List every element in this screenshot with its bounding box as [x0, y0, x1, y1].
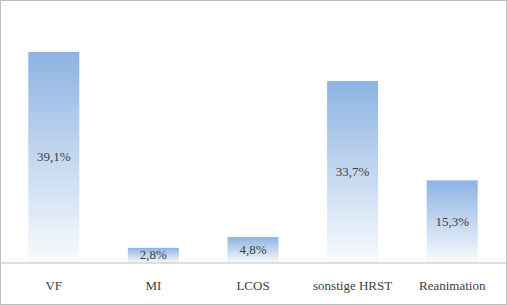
bar: [327, 81, 378, 263]
chart-svg: 39,1% VF 2,8% MI 4,8% LCOS 33,7% sonstige HRST 1…: [0, 0, 507, 305]
bar: [128, 248, 179, 263]
data-label: 2,8%: [140, 247, 167, 262]
chart-container: 39,1% VF 2,8% MI 4,8% LCOS 33,7% sonstige HRST 1…: [0, 0, 507, 305]
data-label: 39,1%: [37, 149, 71, 164]
category-label: MI: [145, 278, 161, 293]
category-label: VF: [45, 278, 62, 293]
bar: [28, 52, 79, 263]
category-label: Reanimation: [419, 278, 486, 293]
data-label: 33,7%: [336, 164, 370, 179]
category-label: LCOS: [236, 278, 269, 293]
baseline: [0, 263, 507, 264]
data-label: 15,3%: [435, 214, 469, 229]
bars: [28, 52, 477, 263]
bar: [427, 180, 478, 263]
chart-frame: [1, 1, 507, 305]
labels: 39,1% VF 2,8% MI 4,8% LCOS 33,7% sonstige HRST 1…: [37, 149, 486, 293]
category-label: sonstige HRST: [313, 278, 392, 293]
data-label: 4,8%: [239, 242, 266, 257]
bar: [228, 237, 279, 263]
